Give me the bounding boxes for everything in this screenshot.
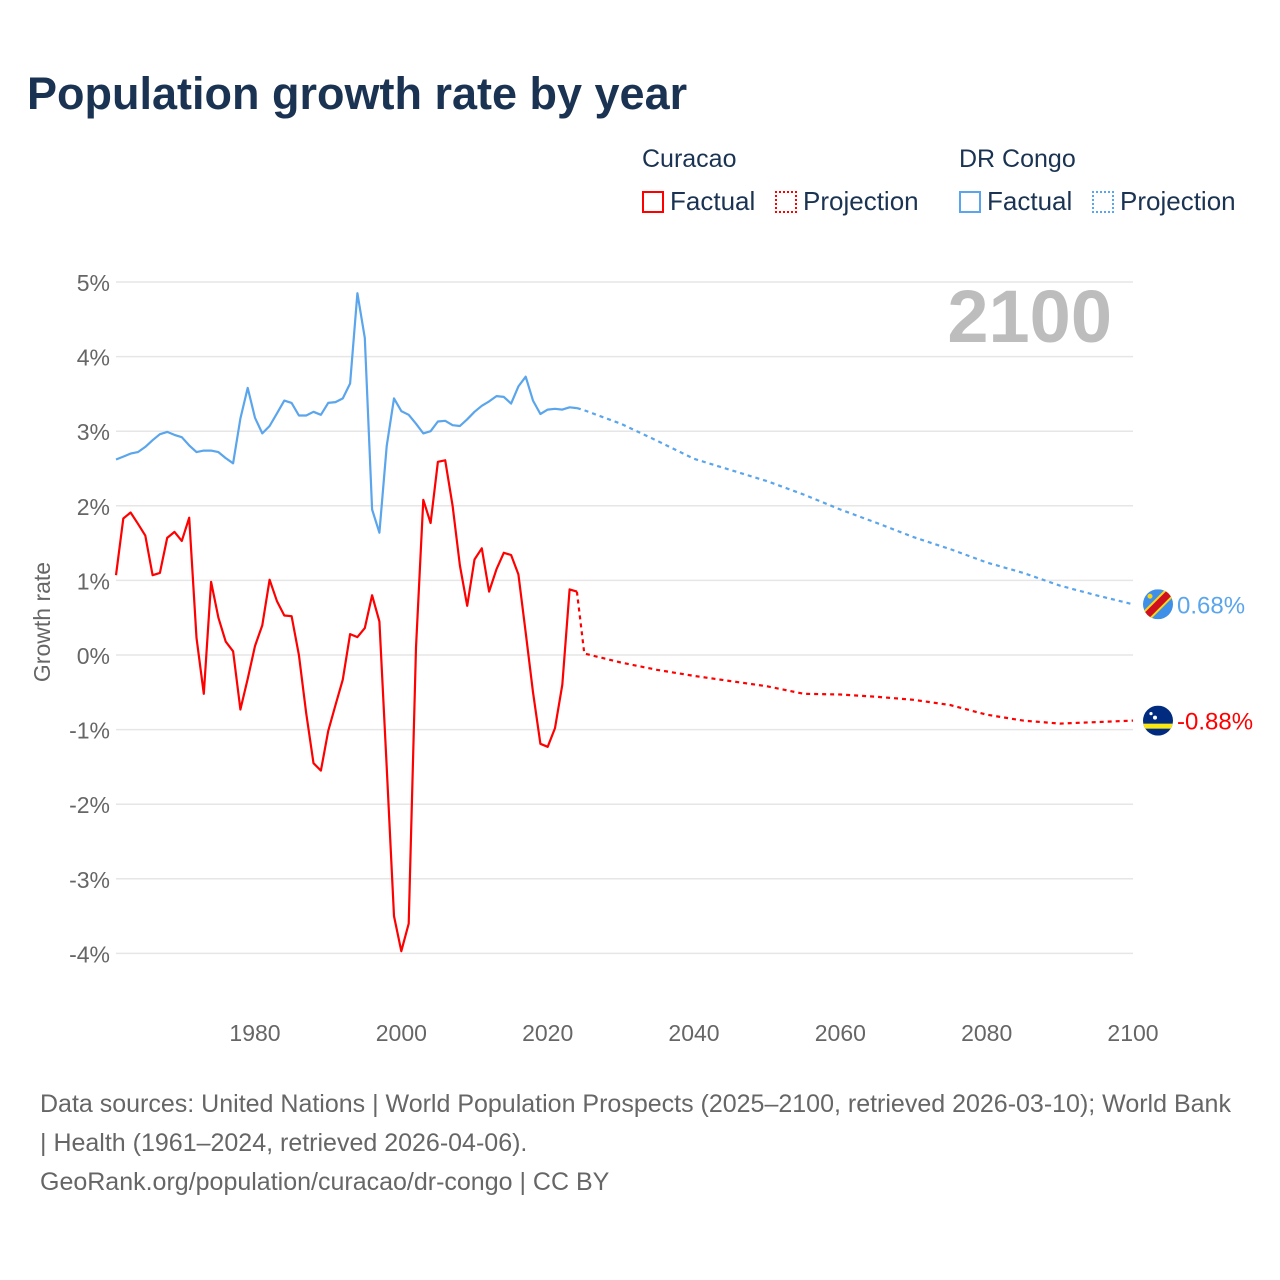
legend-drcongo-projection[interactable]: Projection [1092,186,1236,217]
x-tick-label: 2060 [815,1020,866,1046]
x-tick-label: 2100 [1107,1020,1158,1046]
end-value-label: -0.88% [1177,709,1253,736]
curacao-projection-line [575,591,1134,725]
flag-stripe [1143,723,1173,729]
y-tick-label: 4% [77,345,110,371]
flag [1143,589,1173,620]
chart-title: Population growth rate by year [27,68,688,119]
curacao-factual-line [114,459,578,953]
y-tick-label: 2% [77,494,110,520]
flag [1143,705,1173,736]
legend-swatch-solid [959,190,981,213]
dr-congo-projection-line [576,407,1134,606]
curacao-flag-icon [1143,705,1173,736]
dr-congo-flag-icon [1143,589,1173,620]
source-link[interactable]: GeoRank.org/population/curacao/dr-congo … [40,1168,610,1196]
legend-label: Projection [1120,186,1236,216]
flag-star [1149,712,1153,716]
year-overlay: 2100 [947,275,1112,358]
y-tick-label: -2% [69,792,110,818]
data-sources: Data sources: United Nations | World Pop… [40,1090,1231,1157]
x-tick-label: 2000 [376,1020,427,1046]
legend-swatch-dotted [775,190,797,213]
y-tick-label: -4% [69,941,110,967]
flag-bg [1143,705,1173,736]
y-tick-label: -3% [69,867,110,893]
legend-swatch-solid [642,190,664,213]
x-tick-label: 1980 [229,1020,280,1046]
x-tick-label: 2040 [668,1020,719,1046]
end-value-label: 0.68% [1177,592,1245,619]
y-tick-label: 5% [77,270,110,296]
x-tick-label: 2020 [522,1020,573,1046]
dr-congo-factual-line [115,292,578,534]
legend-curacao-projection[interactable]: Projection [775,186,919,217]
legend-label: Factual [987,186,1073,216]
y-tick-label: 0% [77,643,110,669]
legend-group-dr-congo: DR Congo [959,145,1076,173]
flag-star [1147,593,1153,599]
legend-drcongo-factual[interactable]: Factual [959,186,1072,217]
flag-star [1153,715,1157,720]
legend-swatch-dotted [1092,190,1114,213]
y-axis-label: Growth rate [29,562,55,682]
x-tick-label: 2080 [961,1020,1012,1046]
legend-curacao-factual[interactable]: Factual [642,186,755,217]
legend-label: Factual [670,186,756,216]
y-tick-label: -1% [69,718,110,744]
line-chart: 5% 4% 3% 2% 1% 0% -1% -2% -3% -4% 1980 2000 2020 2040… [29,270,1253,1046]
legend-label: Projection [803,186,919,216]
y-tick-label: 3% [77,419,110,445]
legend-group-curacao: Curacao [642,145,737,173]
y-tick-label: 1% [77,568,110,594]
